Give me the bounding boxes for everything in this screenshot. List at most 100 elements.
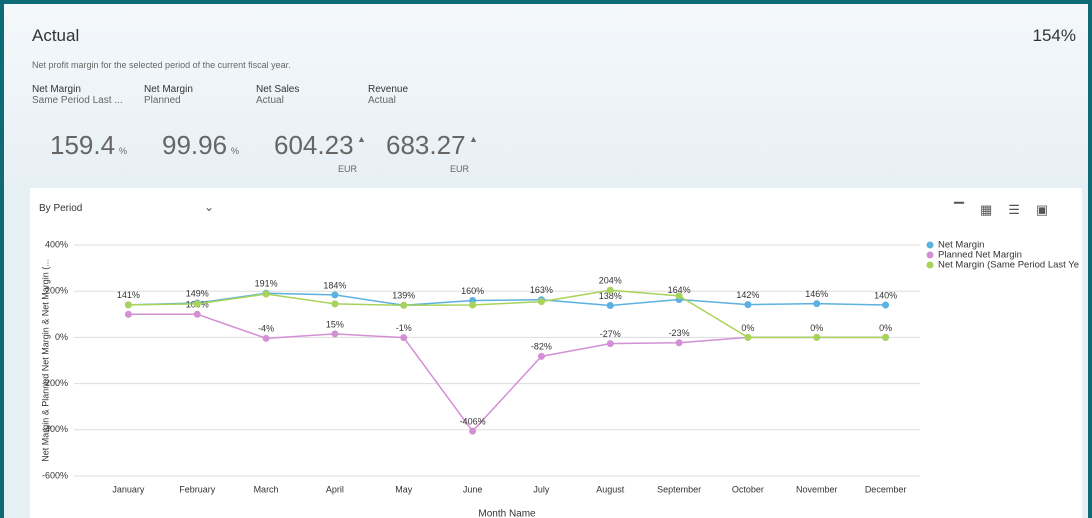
- data-point: [331, 291, 339, 299]
- kpi-sublabel: Same Period Last ...: [32, 95, 123, 106]
- data-label: 138%: [599, 291, 622, 301]
- dropdown-arrow[interactable]: ⌄: [204, 200, 215, 214]
- data-label: 184%: [323, 280, 346, 290]
- toolbar[interactable]: ▔▦☰▣: [954, 202, 1065, 217]
- x-axis-label: Month Name: [478, 509, 536, 518]
- data-label: 139%: [392, 291, 415, 301]
- legend-marker: [926, 241, 934, 249]
- data-point: [331, 300, 339, 308]
- data-label: 141%: [117, 290, 140, 300]
- kpi-trend: ▲: [357, 134, 366, 144]
- data-point: [193, 310, 201, 318]
- data-point: [124, 301, 132, 309]
- y-tick-label: 0%: [55, 332, 68, 342]
- data-label: 191%: [255, 279, 278, 289]
- data-point: [537, 298, 545, 306]
- kpi-value: 683.27: [386, 130, 466, 160]
- data-label: -406%: [460, 417, 486, 427]
- y-tick-label: -200%: [42, 378, 68, 388]
- data-point: [675, 292, 683, 300]
- y-tick-label: -600%: [42, 470, 68, 480]
- kpi-value: 99.96: [162, 130, 228, 160]
- data-point: [331, 330, 339, 338]
- data-label: 142%: [736, 290, 759, 300]
- header-value: 154%: [1032, 26, 1076, 45]
- legend-label: Net Margin: [938, 240, 984, 251]
- x-tick-label: July: [533, 484, 550, 494]
- data-label: 204%: [599, 276, 622, 286]
- data-point: [193, 300, 201, 308]
- data-label: -1%: [396, 323, 412, 333]
- y-axis-label: Net Margin & Planned Net Margin & Net Ma…: [40, 259, 50, 462]
- x-tick-label: April: [326, 484, 344, 494]
- data-label: 164%: [668, 285, 691, 295]
- y-tick-label: 200%: [45, 286, 68, 296]
- kpi-sublabel: Planned: [144, 95, 181, 106]
- data-label: 160%: [461, 286, 484, 296]
- data-point: [469, 427, 477, 435]
- data-point: [124, 310, 132, 318]
- data-point: [400, 301, 408, 309]
- kpi-label: Net Sales: [256, 84, 300, 95]
- x-tick-label: September: [657, 484, 701, 494]
- kpi-unit: %: [231, 146, 240, 156]
- kpi-unit: %: [119, 146, 128, 156]
- kpi-unit: EUR: [450, 164, 470, 174]
- data-point: [882, 301, 890, 309]
- x-tick-label: November: [796, 484, 838, 494]
- data-label: 0%: [741, 323, 754, 333]
- data-point: [262, 334, 270, 342]
- data-point: [606, 340, 614, 348]
- series-line: [128, 289, 886, 339]
- data-label: 0%: [879, 323, 892, 333]
- series-line: [128, 313, 886, 433]
- chart-panel: By Period ⌄ ▔▦☰▣ 400% 200% 0% -200% -400% -60…: [30, 188, 1082, 518]
- data-point: [882, 333, 890, 341]
- data-label: 163%: [530, 285, 553, 295]
- data-label: 149%: [186, 288, 209, 298]
- kpi-value: 159.4: [50, 130, 116, 160]
- x-tick-label: January: [112, 484, 145, 494]
- kpi-label: Net Margin: [144, 84, 193, 95]
- x-tick-label: December: [865, 484, 907, 494]
- data-label: 0%: [810, 323, 823, 333]
- kpi-unit: EUR: [338, 164, 358, 174]
- data-point: [813, 300, 821, 308]
- data-point: [262, 290, 270, 298]
- legend-marker: [926, 261, 934, 269]
- kpi-sublabel: Actual: [256, 95, 284, 106]
- legend-label: Planned Net Margin: [938, 250, 1022, 261]
- data-label: -23%: [669, 328, 690, 338]
- data-point: [537, 352, 545, 360]
- y-tick-label: 400%: [45, 239, 68, 249]
- x-tick-label: October: [732, 484, 764, 494]
- title: Actual: [32, 26, 80, 45]
- x-tick-label: February: [179, 484, 216, 494]
- kpi-trend: ▲: [469, 134, 478, 144]
- y-tick-label: -400%: [42, 424, 68, 434]
- dropdown[interactable]: By Period: [39, 203, 83, 214]
- x-tick-label: August: [596, 484, 625, 494]
- data-point: [813, 333, 821, 341]
- data-point: [606, 302, 614, 310]
- data-point: [675, 339, 683, 347]
- header: Actual 154% Net profit margin for the se…: [4, 4, 1088, 182]
- legend-label: Net Margin (Same Period Last Ye: [938, 260, 1079, 271]
- chart: 400% 200% 0% -200% -400% -600% Net Margin & Pl…: [40, 239, 1079, 518]
- x-tick-label: May: [395, 484, 413, 494]
- data-point: [400, 334, 408, 342]
- kpi-sublabel: Actual: [368, 95, 396, 106]
- data-label: 15%: [326, 319, 344, 329]
- data-label: -4%: [258, 324, 274, 334]
- x-tick-label: March: [254, 484, 279, 494]
- kpi-label: Revenue: [368, 84, 409, 95]
- subtitle: Net profit margin for the selected perio…: [32, 60, 291, 70]
- data-label: -27%: [600, 329, 621, 339]
- kpi-label: Net Margin: [32, 84, 81, 95]
- x-tick-label: June: [463, 484, 483, 494]
- data-label: -82%: [531, 342, 552, 352]
- data-point: [744, 301, 752, 309]
- data-point: [606, 286, 614, 294]
- kpi-value: 604.23: [274, 130, 354, 160]
